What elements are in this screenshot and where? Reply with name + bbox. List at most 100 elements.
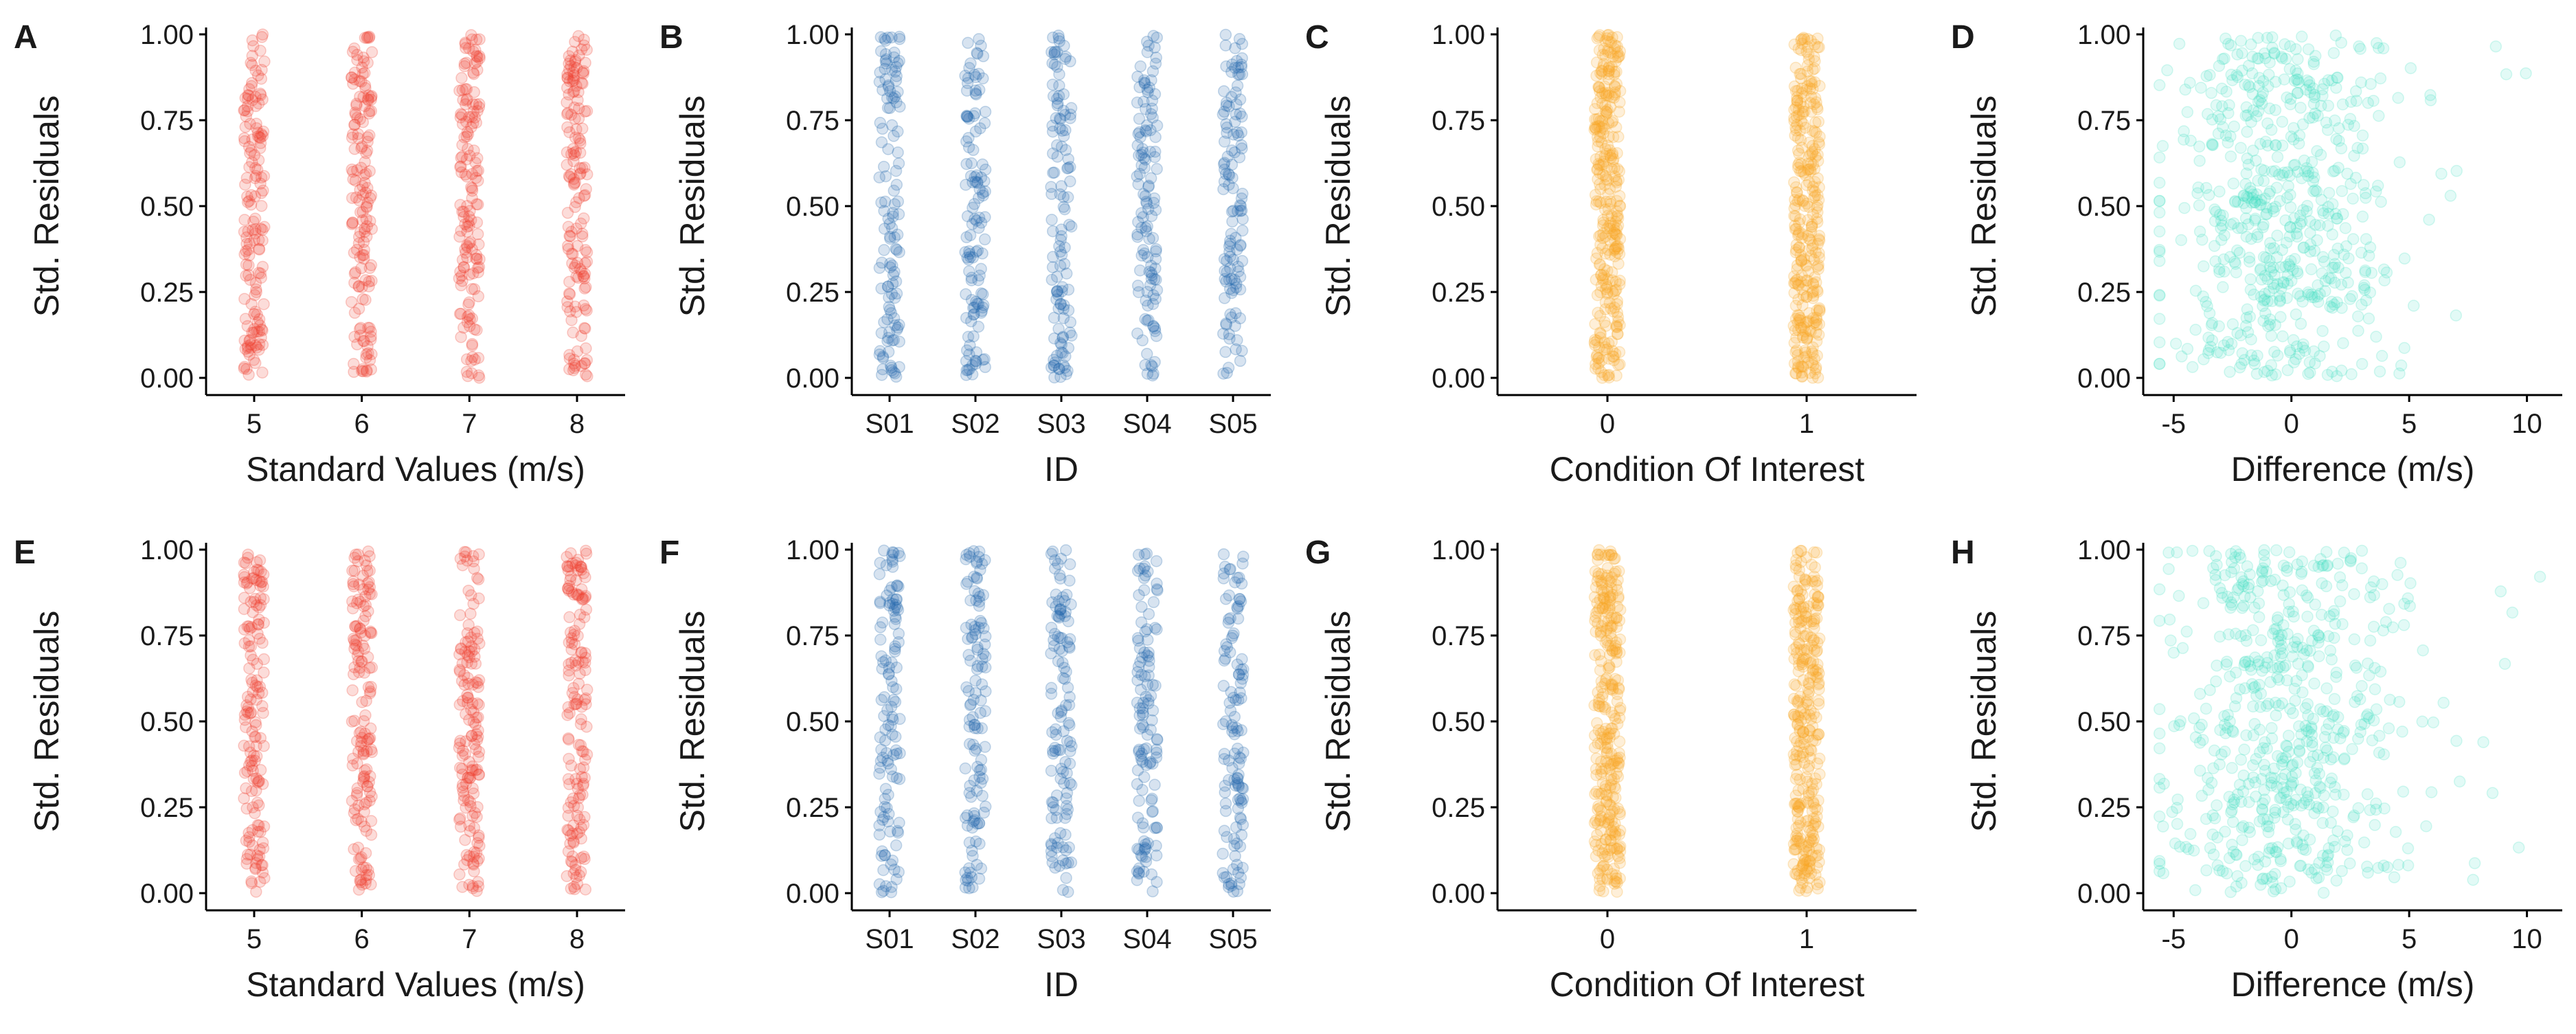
data-point: [469, 44, 482, 56]
data-point: [362, 322, 374, 334]
data-point: [1045, 361, 1058, 374]
data-point: [2218, 229, 2230, 242]
data-point: [580, 43, 593, 56]
data-point: [248, 234, 261, 247]
data-point: [2292, 267, 2304, 280]
data-point: [2310, 872, 2323, 885]
data-point: [460, 131, 473, 143]
data-point: [238, 248, 251, 260]
data-point: [2394, 557, 2407, 569]
data-point: [254, 87, 267, 100]
data-point: [962, 649, 975, 662]
x-axis-label: Difference (m/s): [2231, 450, 2475, 488]
data-point: [1057, 884, 1070, 897]
data-point: [2302, 709, 2314, 722]
data-point: [2308, 677, 2320, 690]
data-point: [2279, 38, 2291, 51]
data-point: [244, 333, 256, 346]
data-point: [1221, 126, 1233, 139]
data-point: [978, 233, 991, 246]
data-point: [1147, 596, 1160, 609]
data-point: [2306, 736, 2318, 749]
data-point: [1812, 728, 1825, 741]
data-point: [454, 199, 466, 211]
data-point: [567, 357, 580, 370]
data-point: [356, 61, 368, 74]
data-point: [1059, 50, 1072, 63]
data-point: [354, 183, 366, 196]
data-point: [2200, 70, 2213, 82]
data-point: [249, 65, 262, 77]
data-point: [960, 109, 973, 122]
data-point: [2256, 804, 2269, 816]
data-point: [2302, 286, 2314, 299]
data-point: [1134, 60, 1147, 73]
data-point: [2252, 80, 2266, 92]
data-point: [569, 201, 581, 214]
data-point: [2301, 74, 2314, 87]
y-tick-label: 0.75: [1432, 621, 1485, 651]
data-point: [561, 301, 574, 313]
data-point: [1233, 572, 1245, 584]
data-point: [2211, 346, 2224, 359]
data-point: [359, 100, 371, 113]
data-point: [1063, 558, 1076, 570]
data-point: [2153, 225, 2166, 238]
data-point: [2398, 341, 2410, 355]
data-point: [1601, 104, 1614, 116]
data-point: [473, 101, 486, 113]
data-point: [1149, 778, 1161, 791]
x-tick-label: 6: [354, 409, 370, 439]
data-point: [351, 338, 363, 351]
data-point: [473, 372, 486, 384]
data-point: [1801, 80, 1814, 93]
data-point: [1136, 817, 1149, 830]
data-point: [249, 227, 262, 240]
data-point: [1048, 48, 1061, 61]
data-point: [1142, 669, 1155, 682]
data-point: [889, 319, 901, 332]
data-point: [247, 40, 260, 52]
data-point: [1054, 337, 1067, 350]
data-point: [1797, 726, 1809, 739]
data-point: [363, 30, 376, 43]
data-point: [346, 684, 359, 697]
data-point: [2184, 135, 2197, 147]
data-point: [1609, 39, 1622, 52]
data-point: [2268, 346, 2281, 358]
data-point: [365, 325, 377, 338]
panel-letter: G: [1305, 535, 1331, 571]
data-point: [1230, 307, 1242, 319]
data-point: [2176, 642, 2189, 655]
data-point: [241, 100, 254, 113]
data-point: [1611, 717, 1624, 730]
data-point: [882, 668, 895, 681]
data-point: [1592, 157, 1605, 170]
data-point: [1136, 334, 1149, 347]
data-point: [2320, 546, 2333, 559]
data-point: [250, 286, 262, 298]
data-point: [2216, 219, 2229, 232]
data-point: [1059, 756, 1072, 768]
data-point: [580, 748, 594, 761]
y-tick-label: 1.00: [1432, 20, 1485, 50]
data-point: [365, 93, 377, 106]
data-point: [2274, 311, 2287, 324]
data-point: [363, 262, 376, 274]
data-point: [1793, 148, 1805, 160]
data-point: [254, 177, 267, 190]
data-point: [464, 214, 477, 227]
data-point: [253, 142, 267, 155]
data-point: [2355, 76, 2367, 89]
data-point: [359, 273, 372, 286]
data-point: [2255, 879, 2267, 891]
data-point: [347, 578, 359, 590]
data-point: [2355, 562, 2368, 574]
data-point: [565, 314, 578, 326]
data-point: [2204, 842, 2217, 855]
data-point: [258, 616, 270, 629]
data-point: [240, 258, 253, 271]
data-point: [455, 108, 467, 120]
data-point: [2226, 762, 2238, 774]
data-point: [458, 57, 471, 70]
